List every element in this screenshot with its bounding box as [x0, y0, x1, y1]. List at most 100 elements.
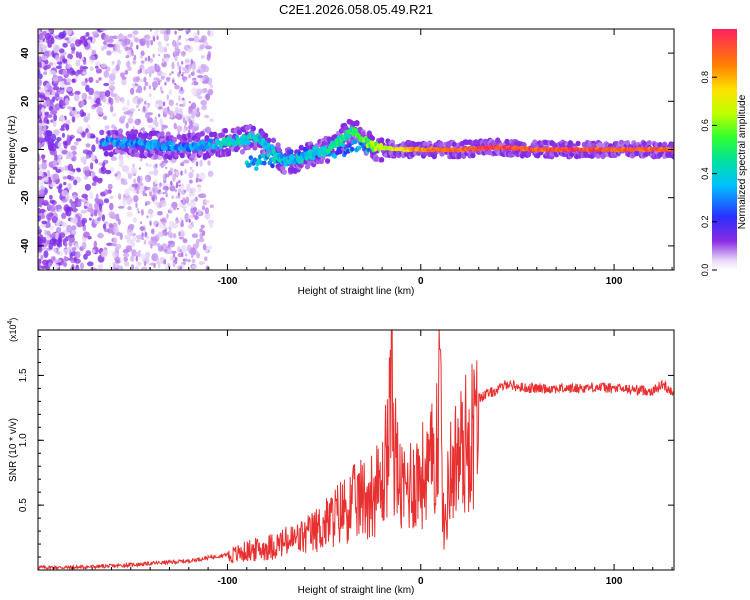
spectrogram-cell	[56, 250, 60, 255]
spectrogram-cell	[132, 76, 139, 83]
spectrogram-cell	[154, 116, 157, 122]
spectrogram-cell	[46, 213, 53, 221]
spectrogram-cell	[155, 223, 159, 228]
spectrogram-cell	[263, 132, 269, 139]
spectrogram-cell	[192, 119, 195, 123]
spectrogram-cell	[207, 170, 214, 177]
spectrogram-cell	[59, 116, 66, 123]
spectrogram-cell	[180, 230, 185, 237]
spectrogram-cell	[39, 94, 44, 99]
spectrogram-cell	[53, 129, 60, 136]
spectrogram-cell	[325, 158, 331, 164]
spectrogram-cell	[162, 223, 166, 226]
spectrogram-cell	[204, 126, 212, 134]
spectrogram-cell	[159, 203, 162, 208]
spectrogram-cell	[38, 61, 43, 68]
spectrogram-cell	[124, 69, 129, 75]
spectrogram-cell	[105, 125, 110, 130]
spectrogram-cell	[298, 144, 304, 151]
spectrogram-cell	[204, 114, 210, 119]
spectrogram-ytick-label: -20	[20, 190, 31, 205]
spectrogram-cell	[40, 265, 47, 270]
spectrogram-cell	[61, 212, 67, 220]
spectrogram-cell	[170, 114, 173, 119]
spectrogram-cell	[89, 162, 94, 170]
spectrogram-cell	[128, 231, 135, 236]
spectrogram-cell	[41, 154, 45, 161]
spectrogram-cell	[109, 202, 114, 211]
spectrogram-cell	[149, 213, 154, 218]
spectrogram-cell	[41, 61, 45, 67]
spectrogram-cell	[74, 114, 81, 119]
spectrogram-cell	[257, 134, 262, 141]
spectrogram-cell	[136, 239, 141, 243]
spectrogram-cell	[186, 31, 189, 35]
spectrogram-cell	[175, 220, 180, 224]
spectrogram-cell	[38, 215, 42, 222]
spectrogram-cell	[130, 241, 136, 248]
snr-ytick-label: 1.5	[18, 368, 29, 382]
spectrogram-cell	[91, 31, 99, 36]
spectrogram-cell	[157, 45, 165, 53]
spectrogram-cell	[174, 30, 177, 35]
spectrogram-cell	[38, 176, 43, 180]
spectrogram-cell	[167, 106, 170, 112]
spectrogram-cell	[174, 106, 180, 114]
spectrogram-cell	[174, 84, 180, 90]
spectrogram-cell	[155, 163, 158, 168]
spectrogram-cell	[116, 59, 121, 67]
spectrogram-cell	[61, 132, 66, 138]
spectrogram-cell	[100, 46, 105, 51]
spectrogram-cell	[198, 261, 205, 265]
spectrogram-cell	[166, 79, 170, 83]
spectrogram-cell	[86, 131, 91, 139]
spectrogram-cell	[55, 54, 60, 62]
spectrogram-cell	[91, 182, 97, 186]
colorbar-tick-label: 0.6	[700, 119, 710, 132]
spectrogram-cell	[123, 111, 130, 115]
spectrogram-cell	[575, 140, 581, 147]
spectrogram-cell	[66, 134, 71, 142]
spectrogram-cell	[152, 127, 155, 131]
spectrogram-cell	[118, 205, 125, 209]
spectrogram-cell	[176, 61, 180, 67]
spectrogram-cell	[87, 261, 94, 267]
spectrogram-cell	[49, 70, 56, 75]
spectrogram-cell	[62, 42, 68, 48]
spectrogram-cell	[209, 84, 214, 88]
spectrogram-cell	[68, 37, 75, 43]
spectrogram-cell	[185, 253, 188, 257]
spectrogram-xtick-label: 100	[606, 276, 623, 287]
spectrogram-cell	[187, 45, 191, 49]
spectrogram-cell	[179, 249, 182, 253]
spectrogram-cell	[49, 233, 56, 238]
spectrogram-cell	[107, 38, 114, 43]
spectrogram-cell	[71, 150, 77, 156]
spectrogram-cell	[52, 248, 57, 252]
spectrogram-cell	[66, 209, 72, 217]
spectrogram-cell	[70, 42, 75, 49]
spectrogram-cell	[185, 220, 188, 223]
spectrogram-cell	[126, 201, 131, 206]
spectrogram-cell	[182, 199, 186, 205]
spectrogram-cell	[189, 179, 193, 184]
spectrogram-cell	[160, 76, 165, 80]
spectrogram-cell	[139, 38, 146, 46]
spectrogram-cell	[91, 49, 97, 56]
colorbar: 0.0 0.2 0.4 0.6 0.8 Normalized spectral ampl…	[700, 29, 748, 276]
spectrogram-cell	[139, 129, 142, 133]
spectrogram-cell	[88, 217, 92, 221]
spectrogram-cell	[136, 190, 139, 195]
snr-xtick-label: 0	[418, 576, 424, 587]
spectrogram-cell	[196, 252, 200, 259]
spectrogram-cell	[156, 35, 159, 41]
spectrogram-cell	[143, 76, 147, 83]
spectrogram-cell	[252, 157, 258, 163]
spectrogram-cell	[188, 218, 191, 223]
spectrogram-cell	[77, 198, 82, 203]
spectrogram-cell	[67, 183, 72, 191]
spectrogram-cell	[172, 253, 176, 258]
spectrogram-cell	[135, 37, 138, 43]
spectrogram-cell	[53, 114, 58, 122]
